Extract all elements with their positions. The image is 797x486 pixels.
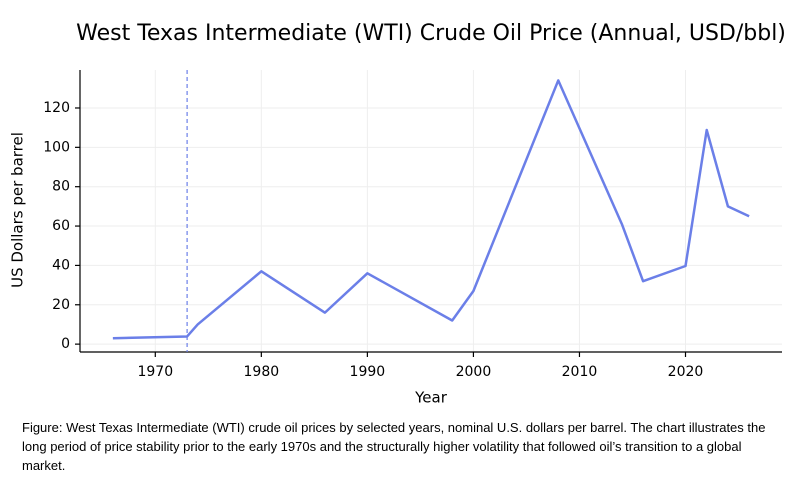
y-axis-label: US Dollars per barrel [9,132,27,288]
y-tick-label: 100 [43,139,70,155]
x-axis-label: Year [414,389,448,407]
y-tick-label: 80 [52,179,70,195]
y-tick-label: 40 [52,257,70,273]
y-tick-label: 0 [61,336,70,352]
caption: Figure: West Texas Intermediate (WTI) cr… [22,420,766,473]
x-tick-label: 2000 [456,364,492,380]
data-line [112,79,750,340]
chart: West Texas Intermediate (WTI) Crude Oil … [9,21,786,407]
x-tick-label: 1990 [350,364,386,380]
x-tick-label: 1980 [244,364,280,380]
chart-title: West Texas Intermediate (WTI) Crude Oil … [76,21,786,46]
x-tick-label: 1970 [137,364,173,380]
x-tick-label: 2020 [668,364,704,380]
x-tick-label: 2010 [562,364,598,380]
y-tick-label: 20 [52,297,70,313]
y-tick-label: 60 [52,218,70,234]
y-tick-label: 120 [43,100,70,116]
